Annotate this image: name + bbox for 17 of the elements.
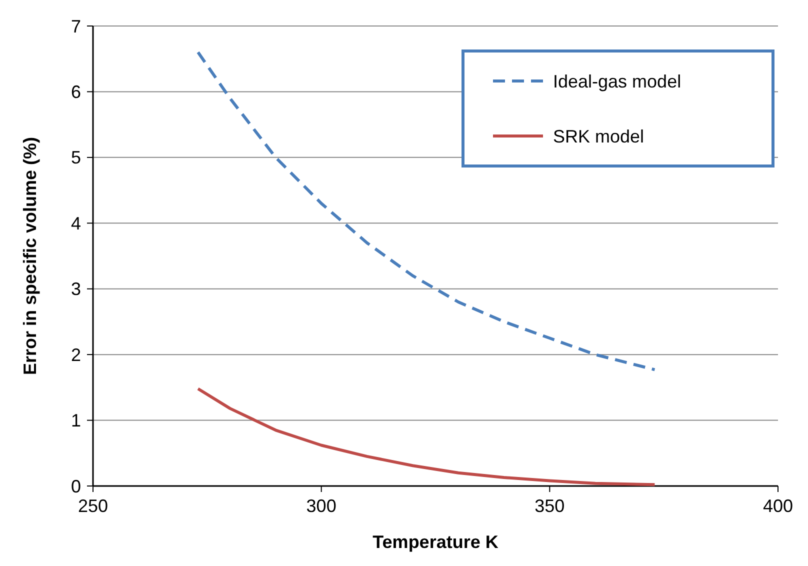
y-tick-label: 5: [70, 148, 81, 168]
line-series: [196, 387, 656, 486]
y-axis-title: Error in specific volume (%): [20, 136, 40, 376]
y-tick-label: 3: [70, 279, 81, 300]
x-tick-label: 300: [306, 496, 336, 516]
x-tick-label: 250: [78, 496, 108, 516]
legend-label: Ideal-gas model: [553, 71, 682, 92]
y-tick-label: 7: [70, 16, 81, 36]
y-tick-label: 6: [70, 82, 81, 102]
x-tick-label: 400: [762, 496, 794, 516]
y-tick-label: 2: [70, 344, 81, 365]
y-tick-label: 1: [70, 410, 81, 431]
x-axis-title: Temperature K: [372, 532, 498, 552]
x-tick-label: 350: [534, 496, 565, 516]
y-tick-label: 0: [70, 476, 81, 496]
legend-label: SRK model: [553, 126, 644, 146]
y-tick-label: 4: [70, 213, 81, 234]
